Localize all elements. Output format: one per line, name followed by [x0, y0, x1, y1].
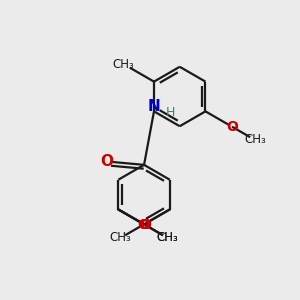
Text: O: O	[137, 218, 149, 232]
Text: O: O	[139, 218, 151, 232]
Text: CH₃: CH₃	[157, 232, 178, 244]
Text: CH₃: CH₃	[113, 58, 134, 70]
Text: O: O	[139, 218, 151, 232]
Text: CH₃: CH₃	[157, 232, 178, 244]
Text: CH₃: CH₃	[244, 134, 266, 146]
Text: O: O	[100, 154, 113, 169]
Text: CH₃: CH₃	[110, 232, 131, 244]
Text: O: O	[226, 120, 238, 134]
Text: N: N	[148, 99, 160, 114]
Text: H: H	[166, 106, 175, 119]
